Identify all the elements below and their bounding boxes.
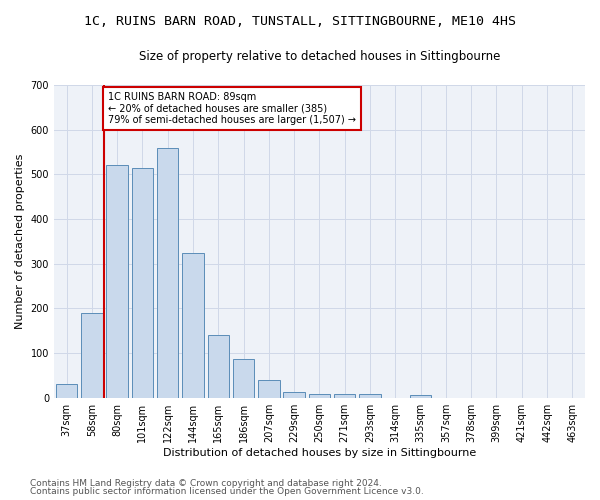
Bar [208,335,229,398]
Bar [157,148,178,398]
Text: 1C, RUINS BARN ROAD, TUNSTALL, SITTINGBOURNE, ME10 4HS: 1C, RUINS BARN ROAD, TUNSTALL, SITTINGBO… [84,15,516,28]
Bar [309,394,330,398]
Bar [258,380,280,398]
Bar [283,392,305,398]
Text: Contains HM Land Registry data © Crown copyright and database right 2024.: Contains HM Land Registry data © Crown c… [30,478,382,488]
Bar [106,166,128,398]
Y-axis label: Number of detached properties: Number of detached properties [15,154,25,329]
X-axis label: Distribution of detached houses by size in Sittingbourne: Distribution of detached houses by size … [163,448,476,458]
Bar [56,384,77,398]
Bar [334,394,355,398]
Bar [410,395,431,398]
Title: Size of property relative to detached houses in Sittingbourne: Size of property relative to detached ho… [139,50,500,63]
Bar [131,168,153,398]
Bar [233,359,254,398]
Text: 1C RUINS BARN ROAD: 89sqm
← 20% of detached houses are smaller (385)
79% of semi: 1C RUINS BARN ROAD: 89sqm ← 20% of detac… [108,92,356,125]
Bar [359,394,381,398]
Bar [81,313,103,398]
Text: Contains public sector information licensed under the Open Government Licence v3: Contains public sector information licen… [30,487,424,496]
Bar [182,252,204,398]
